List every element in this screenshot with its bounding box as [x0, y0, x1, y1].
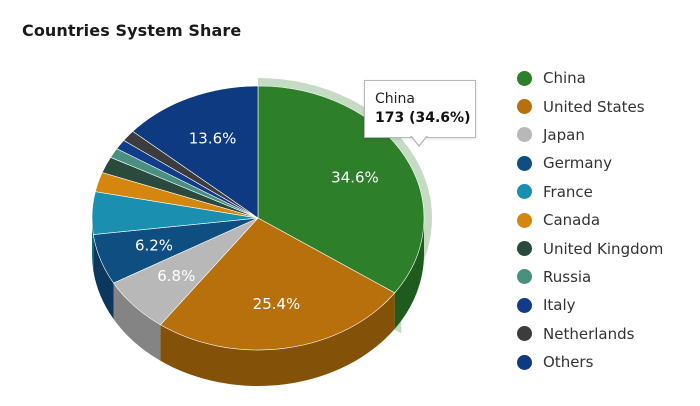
- legend-swatch: [517, 127, 532, 143]
- slice-side-china: [394, 218, 424, 329]
- legend-label: Germany: [543, 154, 612, 173]
- legend-swatch: [517, 326, 532, 342]
- slice-side-france: [92, 218, 94, 271]
- pie-label-layer: 34.6% 25.4% 6.8% 6.2% 13.6%: [135, 130, 379, 313]
- slice-label-others: 13.6%: [189, 130, 237, 148]
- chart-legend: China United States Japan Germany France Cana…: [517, 64, 663, 376]
- legend-swatch: [517, 70, 532, 86]
- legend-swatch: [517, 269, 532, 285]
- legend-item-russia[interactable]: Russia: [517, 263, 663, 291]
- legend-item-united-kingdom[interactable]: United Kingdom: [517, 234, 663, 262]
- legend-label: France: [543, 182, 593, 201]
- legend-label: Japan: [543, 125, 585, 144]
- slice-label-china: 34.6%: [331, 168, 379, 186]
- legend-item-canada[interactable]: Canada: [517, 206, 663, 234]
- legend-swatch: [517, 184, 532, 200]
- legend-item-china[interactable]: China: [517, 64, 663, 92]
- legend-swatch: [517, 212, 532, 228]
- legend-swatch: [517, 354, 532, 370]
- legend-item-france[interactable]: France: [517, 178, 663, 206]
- slice-side-united-states: [160, 292, 395, 386]
- legend-item-netherlands[interactable]: Netherlands: [517, 320, 663, 348]
- slice-side-germany: [93, 234, 114, 320]
- legend-item-united-states[interactable]: United States: [517, 92, 663, 120]
- legend-item-italy[interactable]: Italy: [517, 291, 663, 319]
- slice-label-germany: 6.2%: [135, 236, 173, 254]
- legend-item-others[interactable]: Others: [517, 348, 663, 376]
- legend-label: China: [543, 69, 586, 88]
- slice-label-japan: 6.8%: [157, 267, 195, 285]
- tooltip-series-name: China: [375, 91, 415, 107]
- chart-title: Countries System Share: [22, 21, 242, 40]
- tooltip-arrow-fill: [411, 135, 427, 145]
- legend-swatch: [517, 241, 532, 257]
- slice-united-states[interactable]: [159, 217, 396, 351]
- legend-label: United States: [543, 97, 645, 116]
- legend-label: Italy: [543, 296, 576, 315]
- slice-label-united-states: 25.4%: [253, 295, 301, 313]
- legend-label: Others: [543, 353, 594, 372]
- legend-label: United Kingdom: [543, 239, 664, 258]
- slice-side-japan: [113, 283, 161, 361]
- legend-swatch: [517, 297, 532, 313]
- legend-label: Canada: [543, 211, 601, 230]
- legend-item-germany[interactable]: Germany: [517, 149, 663, 177]
- tooltip-value: 173 (34.6%): [375, 110, 471, 126]
- legend-swatch: [517, 155, 532, 171]
- chart-tooltip: China 173 (34.6%): [364, 80, 476, 138]
- legend-label: Russia: [543, 267, 592, 286]
- slice-others[interactable]: [132, 85, 259, 219]
- legend-swatch: [517, 99, 532, 115]
- legend-label: Netherlands: [543, 324, 635, 343]
- legend-item-japan[interactable]: Japan: [517, 121, 663, 149]
